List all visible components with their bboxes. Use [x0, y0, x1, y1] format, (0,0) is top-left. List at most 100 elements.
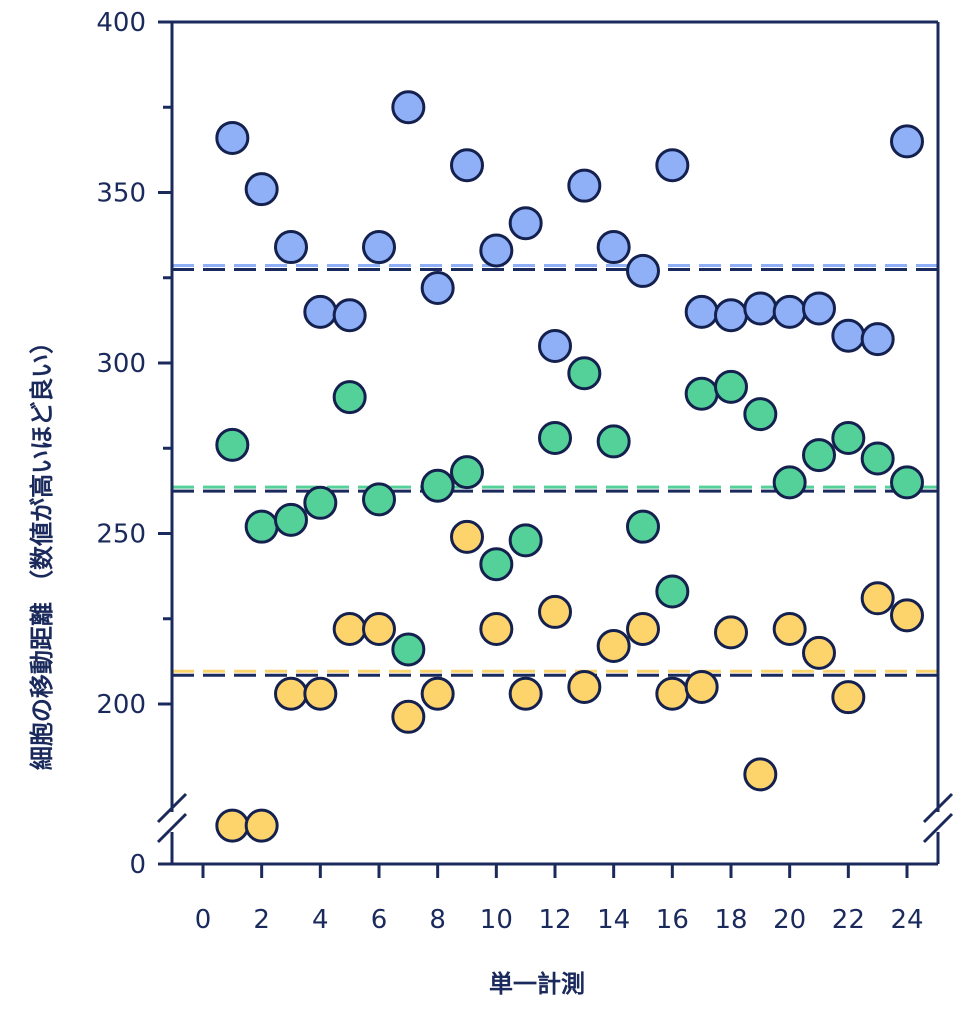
point-s2-2: [244, 509, 279, 544]
point-s1-14: [596, 230, 631, 265]
point-s2-6: [362, 482, 396, 517]
point-s2-10: [479, 547, 514, 582]
point-s3-19: [743, 757, 778, 792]
point-s2-4: [303, 485, 338, 520]
x-tick-label-24: 24: [890, 905, 923, 935]
axis-break-mark-2-1: [922, 792, 954, 824]
point-s3-12: [538, 594, 572, 629]
point-s3-4: [303, 676, 338, 711]
point-s2-3: [274, 502, 308, 537]
point-s1-2: [244, 172, 279, 207]
point-s1-18: [714, 298, 748, 333]
point-s1-4: [303, 294, 338, 329]
x-tick-label-2: 2: [253, 905, 270, 935]
point-s1-20: [772, 294, 807, 329]
y-tick-label-350: 350: [96, 179, 146, 209]
point-s3-3: [274, 676, 308, 711]
point-s3-1: [215, 808, 250, 843]
point-s3-18: [714, 615, 748, 650]
y-axis-title: 細胞の移動距離 （数値が高いほど良い）: [28, 330, 56, 770]
point-s2-12: [538, 421, 572, 456]
point-s1-11: [508, 206, 543, 241]
point-s2-23: [860, 441, 895, 476]
y-tick-label-200: 200: [96, 690, 146, 720]
point-s3-10: [479, 611, 514, 646]
point-s3-8: [420, 676, 455, 711]
axis-break-mark-1-2: [156, 812, 188, 844]
point-s1-23: [860, 322, 895, 357]
point-s3-20: [772, 611, 807, 646]
point-s3-22: [831, 680, 866, 715]
x-tick-label-4: 4: [312, 905, 329, 935]
point-s3-14: [596, 629, 631, 664]
point-s2-18: [714, 369, 748, 404]
point-s1-6: [362, 230, 396, 265]
y-tick-label-250: 250: [96, 520, 146, 550]
y-tick-label-300: 300: [96, 349, 146, 379]
x-tick-label-10: 10: [480, 905, 513, 935]
x-tick-label-12: 12: [538, 905, 571, 935]
point-s1-15: [626, 253, 660, 288]
x-axis-title: 単一計測: [489, 970, 585, 998]
point-s3-5: [332, 611, 367, 646]
point-s3-7: [391, 699, 426, 734]
point-s2-21: [802, 438, 836, 473]
point-s1-7: [391, 90, 426, 125]
point-s2-9: [450, 455, 484, 490]
point-s3-2: [244, 808, 279, 843]
point-s1-19: [743, 291, 778, 326]
point-s3-24: [890, 598, 924, 633]
point-s1-1: [215, 120, 250, 155]
point-s2-22: [831, 421, 866, 456]
axes: [156, 20, 954, 866]
point-s1-9: [450, 148, 484, 183]
point-s3-17: [684, 669, 719, 704]
point-s1-22: [831, 318, 866, 353]
point-s2-24: [890, 465, 924, 500]
point-s1-24: [890, 124, 924, 159]
x-tick-label-22: 22: [832, 905, 865, 935]
point-s3-15: [626, 611, 660, 646]
point-s1-16: [655, 148, 690, 183]
point-s2-14: [596, 424, 631, 459]
point-s3-6: [362, 611, 396, 646]
point-s2-7: [391, 632, 426, 667]
data-points: [215, 90, 924, 843]
point-s2-15: [626, 509, 660, 544]
x-tick-label-20: 20: [773, 905, 806, 935]
point-s1-8: [420, 270, 455, 305]
point-s3-21: [802, 635, 836, 670]
x-tick-label-6: 6: [371, 905, 388, 935]
axis-break-mark-1-1: [156, 792, 188, 824]
point-s2-11: [508, 523, 543, 558]
point-s3-13: [567, 669, 602, 704]
point-s2-16: [655, 574, 690, 609]
point-s2-19: [743, 397, 778, 432]
point-s3-9: [450, 519, 484, 554]
point-s2-1: [215, 427, 250, 462]
point-s2-13: [567, 356, 602, 391]
point-s1-13: [567, 168, 602, 203]
point-s2-17: [684, 376, 719, 411]
point-s1-10: [479, 233, 514, 268]
y-tick-label-0: 0: [129, 850, 146, 880]
point-s1-3: [274, 230, 308, 265]
x-tick-label-8: 8: [429, 905, 446, 935]
point-s3-23: [860, 581, 895, 616]
point-s2-20: [772, 465, 807, 500]
point-s2-5: [332, 380, 367, 415]
point-s2-8: [420, 468, 455, 503]
point-s3-11: [508, 676, 543, 711]
point-s3-16: [655, 676, 690, 711]
x-tick-label-18: 18: [714, 905, 747, 935]
point-s1-17: [684, 294, 719, 329]
mean-lines: [172, 264, 938, 677]
axis-break-mark-2-2: [922, 812, 954, 844]
x-tick-label-16: 16: [656, 905, 689, 935]
x-tick-label-0: 0: [195, 905, 212, 935]
point-s1-21: [802, 291, 836, 326]
x-tick-label-14: 14: [597, 905, 630, 935]
point-s1-5: [332, 298, 367, 333]
